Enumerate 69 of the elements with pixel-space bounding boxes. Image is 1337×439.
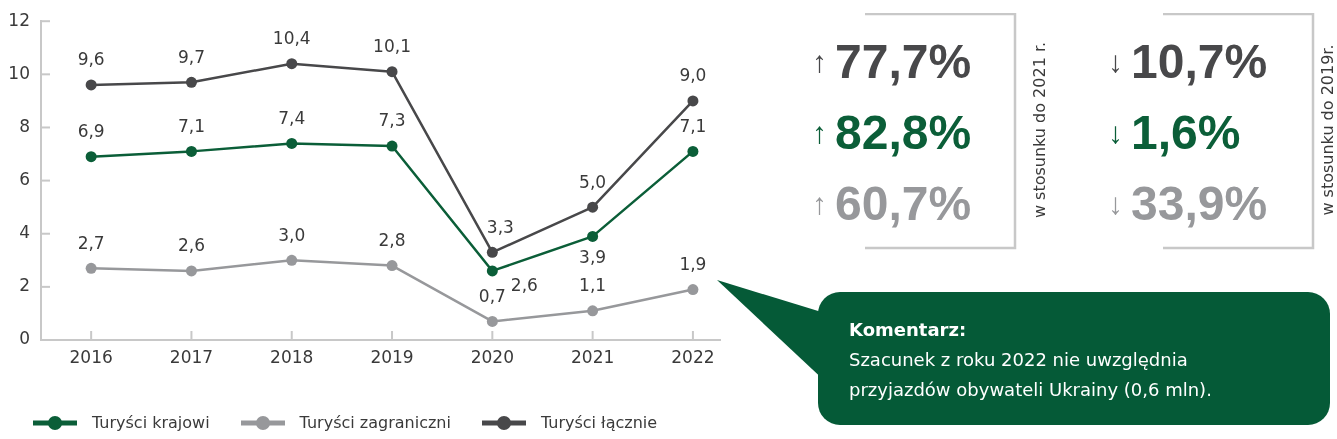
data-label: 6,9 — [77, 121, 105, 142]
data-label: 7,1 — [679, 115, 707, 136]
text: ↓33,9% — [1108, 177, 1268, 230]
y-tick-label: 4 — [19, 222, 30, 243]
point — [85, 262, 97, 274]
data-label: 10,1 — [373, 36, 411, 57]
data-label: 2,8 — [378, 230, 406, 251]
x-tick-label: 2021 — [570, 346, 615, 367]
text: ↓10,7% — [1108, 35, 1268, 88]
point — [185, 76, 197, 88]
data-label: 9,7 — [177, 46, 205, 67]
point — [486, 315, 498, 327]
x-tick-label: 2019 — [370, 346, 414, 367]
y-tick-label: 8 — [19, 115, 30, 136]
data-label: 10,4 — [272, 28, 311, 49]
point — [286, 58, 298, 70]
point — [286, 137, 298, 149]
x-tick-label: 2022 — [671, 346, 715, 367]
data-label: 1,9 — [679, 253, 707, 274]
data-label: 7,4 — [278, 107, 306, 128]
data-label: 9,6 — [77, 49, 105, 70]
x-tick-label: 2020 — [470, 346, 514, 367]
data-label: 0,7 — [478, 285, 506, 306]
point — [185, 145, 197, 157]
text: ↑82,8% — [812, 106, 972, 159]
point — [587, 305, 599, 317]
text: Szacunek z roku 2022 nie uwzględnia przyjazdów obywateli Ukrainy (0,6 mln). — [849, 348, 1213, 402]
point — [486, 265, 498, 277]
legend-label: Turyści krajowi — [92, 413, 210, 432]
point — [386, 66, 398, 78]
data-label: 2,6 — [177, 235, 205, 256]
y-tick-label: 2 — [19, 275, 30, 296]
y-tick-label: 6 — [19, 169, 30, 190]
point — [687, 284, 699, 296]
legend-label: Turyści zagraniczni — [299, 413, 451, 432]
legend-label: Turyści łącznie — [540, 413, 658, 432]
text: w stosunku do 2021 r. — [1030, 41, 1050, 219]
point — [185, 265, 197, 277]
x-tick-label: 2018 — [270, 346, 314, 367]
text: ↑77,7% — [812, 35, 972, 88]
y-tick-label: 10 — [8, 62, 30, 83]
data-label: 7,1 — [177, 115, 205, 136]
text: ↑60,7% — [812, 177, 972, 230]
point — [587, 201, 599, 213]
data-label: 7,3 — [378, 110, 406, 131]
point — [286, 254, 298, 266]
data-label: 3,0 — [278, 224, 306, 245]
data-label: 1,1 — [579, 275, 607, 296]
text: Komentarz: — [849, 319, 967, 341]
point — [687, 95, 699, 107]
point — [85, 79, 97, 91]
point — [386, 260, 398, 272]
data-label: 3,3 — [486, 216, 514, 237]
point — [386, 140, 398, 152]
data-label: 9,0 — [679, 65, 707, 86]
data-label: 2,7 — [77, 232, 105, 253]
point — [587, 230, 599, 242]
x-tick-label: 2016 — [69, 346, 113, 367]
data-label: 5,0 — [579, 171, 607, 192]
y-tick-label: 12 — [8, 9, 30, 30]
text: ↓1,6% — [1108, 106, 1241, 159]
point — [486, 246, 498, 258]
data-label: 3,9 — [579, 246, 607, 267]
text: w stosunku do 2019r. — [1317, 44, 1337, 216]
point — [687, 145, 699, 157]
point — [85, 151, 97, 163]
y-tick-label: 0 — [19, 328, 30, 349]
data-label: 2,6 — [510, 275, 538, 296]
x-tick-label: 2017 — [169, 346, 214, 367]
